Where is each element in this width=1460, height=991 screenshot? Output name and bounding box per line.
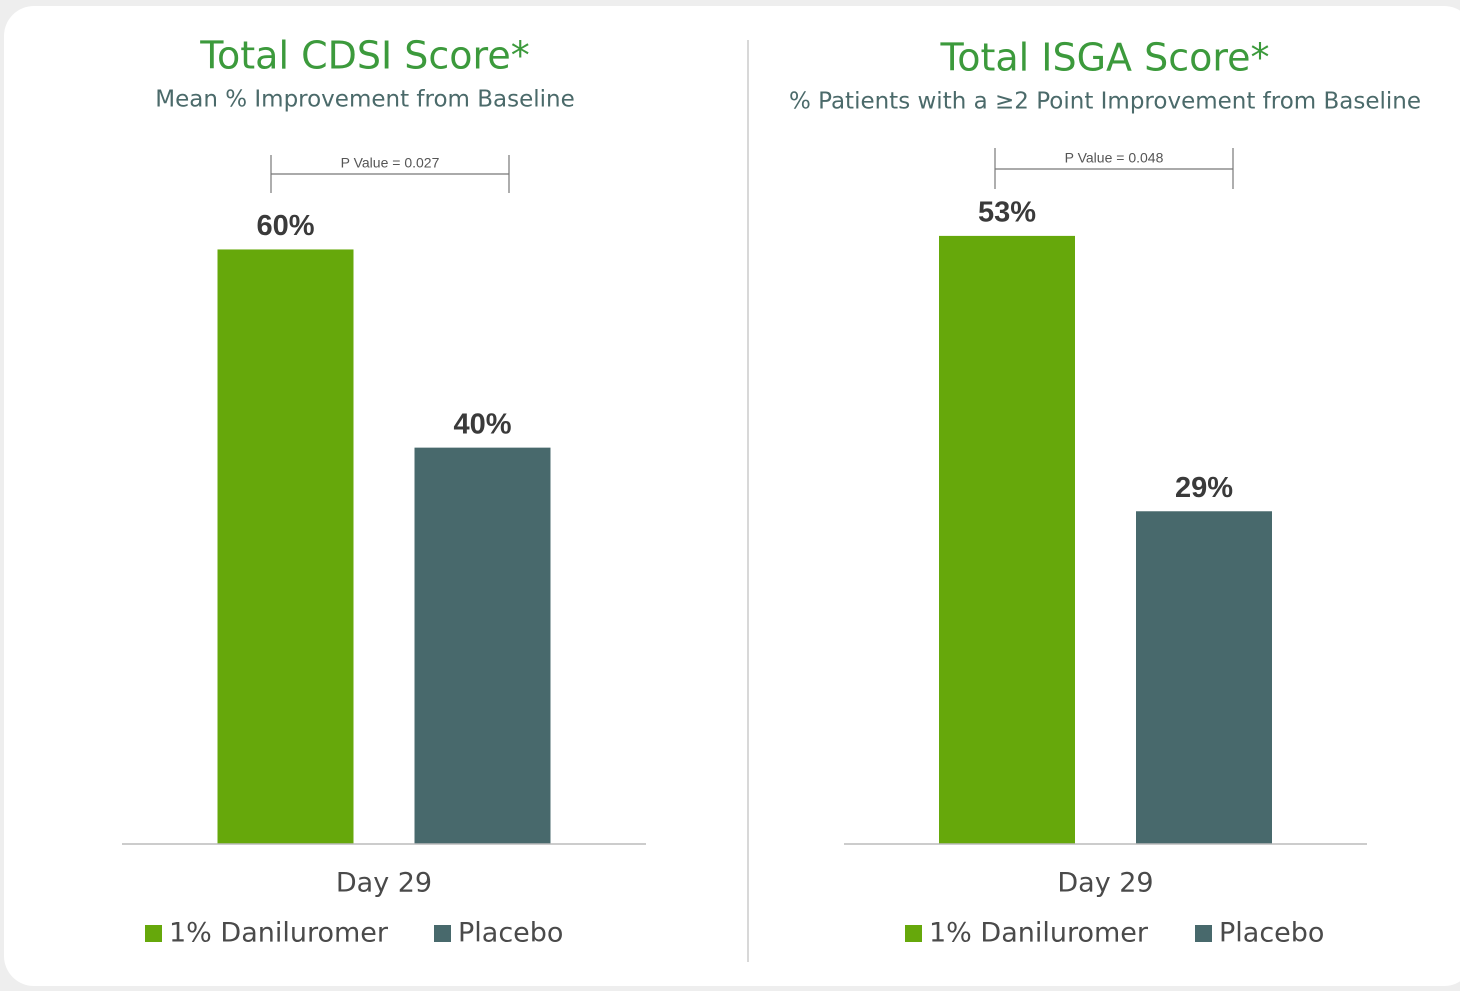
- value-label: 29%: [1175, 472, 1233, 504]
- chart-subtitle: Mean % Improvement from Baseline: [155, 87, 575, 113]
- value-label: 53%: [978, 197, 1036, 229]
- legend-label: Placebo: [458, 918, 563, 949]
- legend-label: 1% Daniluromer: [169, 918, 389, 949]
- value-label: 40%: [453, 408, 511, 440]
- card: [4, 6, 1460, 986]
- chart-title: Total CDSI Score*: [199, 34, 529, 78]
- x-tick-label: Day 29: [336, 868, 432, 899]
- legend-label: Placebo: [1219, 918, 1324, 949]
- x-tick-label: Day 29: [1057, 868, 1153, 899]
- p-value: P Value = 0.027: [341, 155, 440, 171]
- bar: [217, 249, 354, 845]
- legend-swatch: [1195, 925, 1212, 942]
- p-value: P Value = 0.048: [1065, 150, 1164, 166]
- bar: [939, 235, 1075, 845]
- legend-label: 1% Daniluromer: [929, 918, 1149, 949]
- chart-subtitle: % Patients with a ≥2 Point Improvement f…: [789, 89, 1421, 115]
- bar: [414, 447, 551, 844]
- legend-swatch: [434, 925, 451, 942]
- legend-swatch: [905, 925, 922, 942]
- bar: [1136, 511, 1272, 844]
- value-label: 60%: [256, 210, 314, 242]
- chart-title: Total ISGA Score*: [939, 36, 1269, 80]
- legend-swatch: [145, 925, 162, 942]
